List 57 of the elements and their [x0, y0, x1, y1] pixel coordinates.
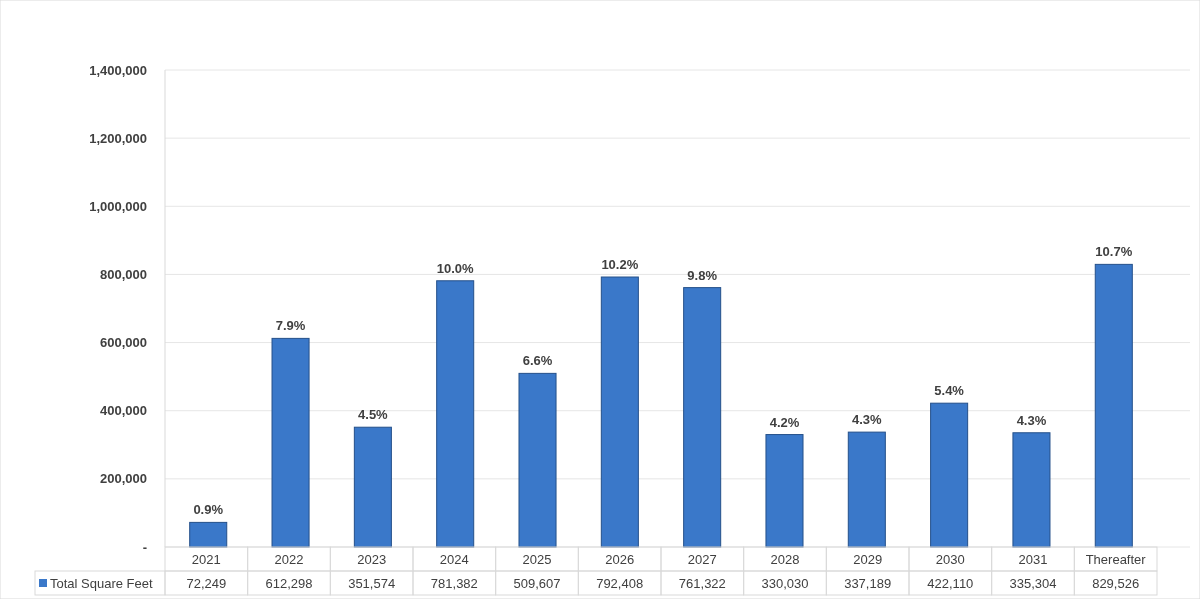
data-label: 761,322 — [678, 575, 726, 591]
y-tick-label: 200,000 — [100, 471, 147, 487]
data-label: 781,382 — [430, 575, 478, 591]
data-label: 509,607 — [513, 575, 561, 591]
annotation: 10.2% — [601, 257, 639, 273]
x-tick-label: 2028 — [770, 551, 800, 567]
annotation: 4.3% — [1016, 412, 1047, 428]
bar — [683, 287, 722, 548]
y-tick-label: - — [142, 539, 147, 555]
annotation: 4.5% — [358, 407, 389, 423]
annotation: 10.7% — [1095, 244, 1133, 260]
x-tick-label: 2029 — [853, 551, 883, 567]
annotation: 4.3% — [851, 412, 883, 428]
y-tick-label: 1,000,000 — [89, 198, 147, 214]
x-tick-label: 2027 — [687, 551, 717, 567]
y-tick-label: 800,000 — [100, 266, 147, 282]
data-label: 330,030 — [761, 575, 809, 591]
x-tick-label: 2030 — [935, 551, 965, 567]
data-label: 335,304 — [1009, 575, 1057, 591]
x-tick-label: 2031 — [1018, 551, 1048, 567]
bar — [1012, 432, 1051, 548]
annotation: 6.6% — [522, 353, 553, 369]
data-label: 351,574 — [348, 575, 396, 591]
bar — [600, 276, 639, 548]
bar — [930, 402, 969, 548]
annotation: 0.9% — [193, 502, 224, 518]
x-tick-label: 2024 — [439, 551, 469, 567]
bar — [436, 280, 475, 548]
annotation: 7.9% — [275, 318, 306, 334]
data-label: 72,249 — [186, 575, 227, 591]
x-tick-label: 2026 — [605, 551, 635, 567]
annotation: 10.0% — [436, 260, 475, 276]
bar — [271, 337, 310, 548]
bar — [1094, 263, 1133, 548]
bar — [765, 434, 804, 548]
y-tick-label: 400,000 — [100, 403, 147, 419]
x-tick-label: 2023 — [357, 551, 387, 567]
annotation: 4.2% — [769, 414, 800, 430]
legend-label: Total Square Feet — [50, 575, 153, 591]
bar — [847, 431, 886, 548]
y-tick-label: 600,000 — [100, 335, 147, 351]
bar — [518, 372, 557, 548]
x-tick-label: 2021 — [191, 551, 221, 567]
annotation: 5.4% — [934, 383, 965, 399]
y-tick-label: 1,400,000 — [89, 62, 147, 78]
x-tick-label: 2022 — [274, 551, 304, 567]
x-tick-label: 2025 — [522, 551, 552, 567]
annotation: 9.8% — [687, 267, 718, 283]
data-label: 829,526 — [1092, 575, 1140, 591]
bar — [189, 521, 228, 548]
y-tick-label: 1,200,000 — [89, 130, 147, 146]
data-label: 612,298 — [265, 575, 313, 591]
data-label: 792,408 — [596, 575, 644, 591]
data-label: 337,189 — [844, 575, 892, 591]
data-label: 422,110 — [927, 575, 974, 591]
bar — [353, 426, 392, 548]
x-tick-label: Thereafter — [1085, 551, 1147, 567]
